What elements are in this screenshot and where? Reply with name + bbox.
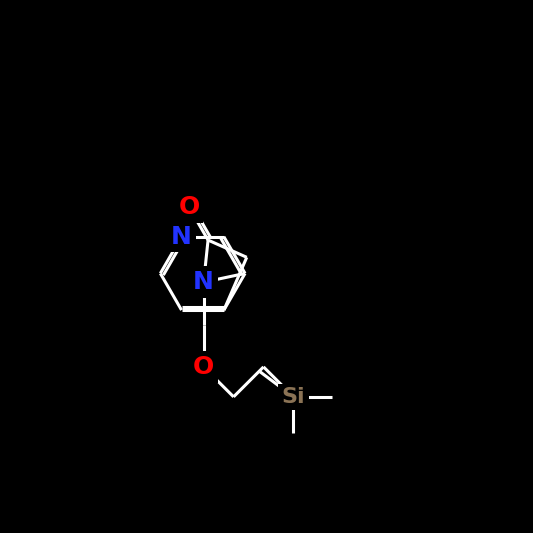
Text: N: N xyxy=(193,270,214,294)
Text: N: N xyxy=(171,225,192,249)
Text: O: O xyxy=(193,355,214,379)
Text: O: O xyxy=(179,195,200,219)
Text: Si: Si xyxy=(281,387,305,407)
